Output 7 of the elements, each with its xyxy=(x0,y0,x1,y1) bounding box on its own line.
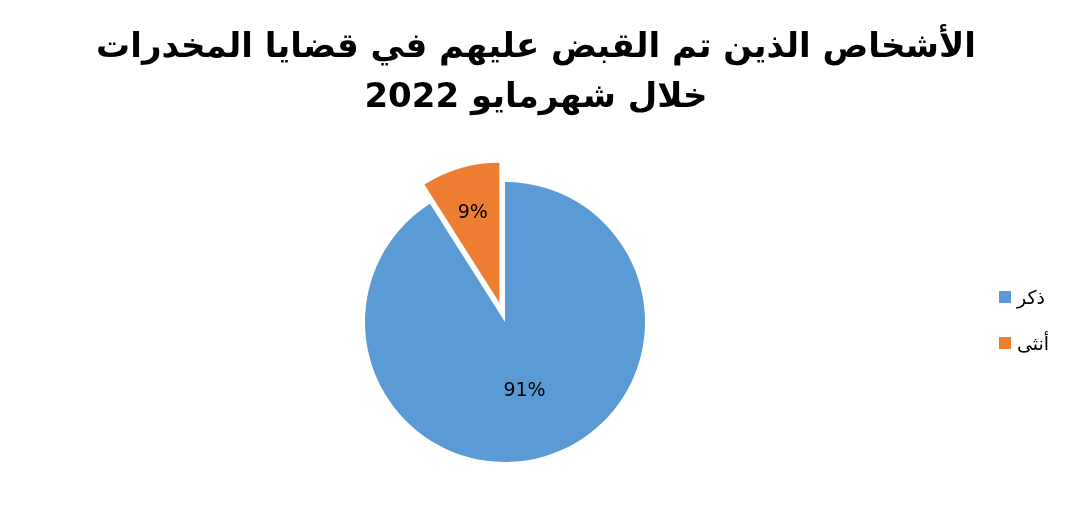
chart-title: الأشخاص الذين تم القبض عليهم في قضايا المخدرات خلال شهرمايو 2022 xyxy=(96,23,976,118)
data-label: 91% xyxy=(503,378,546,401)
legend-label: أنثى xyxy=(1017,331,1050,354)
data-label: 9% xyxy=(457,200,488,223)
legend-label: ذكر xyxy=(1016,286,1045,309)
legend: ذكر أنثى xyxy=(999,286,1050,354)
pie: 91% 9% xyxy=(365,162,645,462)
